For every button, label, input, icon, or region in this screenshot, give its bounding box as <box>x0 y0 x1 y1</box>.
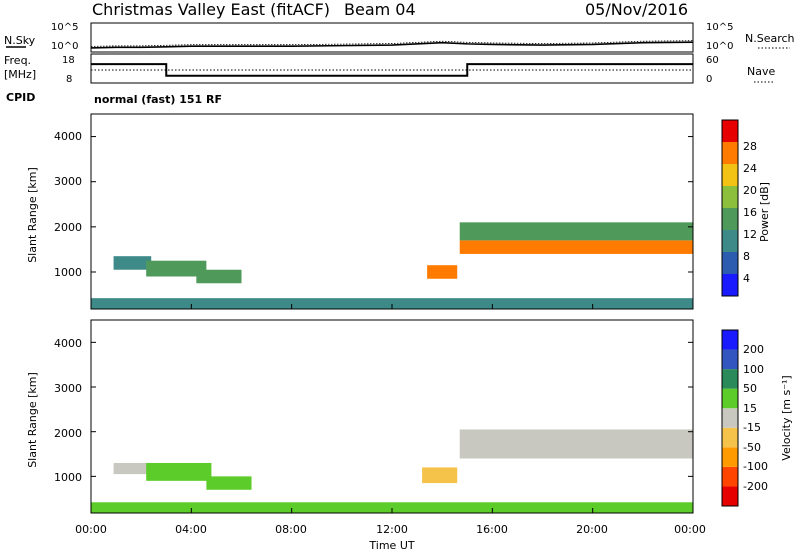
axis-tick-marks <box>90 136 694 513</box>
velocity-colorbar-label: Velocity [m s⁻¹] <box>780 375 793 460</box>
vel-cb-tick-m200: -200 <box>743 480 768 493</box>
power-colorbar-swatch-1 <box>722 252 738 274</box>
velocity-region-3 <box>422 467 458 484</box>
power-region-6 <box>91 298 693 309</box>
date-label: 05/Nov/2016 <box>585 0 688 19</box>
vel-cb-tick-m15: -15 <box>743 421 761 434</box>
velocity-colorbar-swatch-2 <box>722 447 738 467</box>
x-tick-1: 04:00 <box>175 523 207 536</box>
x-tick-3: 12:00 <box>376 523 408 536</box>
velocity-region-5 <box>91 502 693 513</box>
power-colorbar-frame <box>721 119 739 297</box>
noise-right-top-tick: 10^5 <box>706 22 733 33</box>
x-tick-6: 00:00 <box>674 523 706 536</box>
freq-right-top-tick: 60 <box>706 55 719 66</box>
station-title: Christmas Valley East (fitACF) <box>92 0 330 19</box>
power-y-tick-4000: 4000 <box>54 130 82 143</box>
velocity-colorbar-swatch-0 <box>722 486 738 506</box>
velocity-colorbar-swatch-8 <box>722 330 738 350</box>
power-cb-tick-28: 28 <box>743 140 757 153</box>
y-tick-labels: 1000 2000 3000 4000 1000 2000 3000 4000 <box>54 130 82 484</box>
freq-left-top-tick: 18 <box>62 55 75 66</box>
power-cb-tick-24: 24 <box>743 162 757 175</box>
power-cb-tick-20: 20 <box>743 184 757 197</box>
vel-cb-tick-m100: -100 <box>743 460 768 473</box>
power-heatmap <box>91 222 693 309</box>
freq-label: Freq. <box>4 54 31 67</box>
vel-cb-tick-15: 15 <box>743 402 757 415</box>
frequency-line <box>91 63 693 77</box>
power-y-label: Slant Range [km] <box>26 167 39 263</box>
velocity-region-0 <box>113 462 152 475</box>
power-region-0 <box>113 256 152 270</box>
cpid-label: CPID <box>6 91 35 104</box>
power-colorbar-label: Power [dB] <box>758 182 771 242</box>
power-y-tick-1000: 1000 <box>54 266 82 279</box>
freq-right-bottom-tick: 0 <box>706 74 712 85</box>
velocity-colorbar-swatch-6 <box>722 369 738 389</box>
power-colorbar-swatch-0 <box>722 274 738 296</box>
freq-unit-label: [MHz] <box>4 68 36 81</box>
power-colorbar-swatch-3 <box>722 208 738 230</box>
noise-line <box>90 41 694 49</box>
noise-left-bottom-tick: 10^0 <box>51 41 78 52</box>
power-colorbar-swatch-7 <box>722 120 738 142</box>
x-tick-5: 20:00 <box>576 523 608 536</box>
power-cb-tick-12: 12 <box>743 228 757 241</box>
power-cb-tick-8: 8 <box>743 250 750 263</box>
x-axis-label: Time UT <box>368 539 414 552</box>
freq-left-bottom-tick: 8 <box>66 74 72 85</box>
vel-cb-tick-m50: -50 <box>743 441 761 454</box>
power-cb-tick-4: 4 <box>743 272 750 285</box>
power-region-2 <box>196 269 242 284</box>
vel-cb-tick-50: 50 <box>743 382 757 395</box>
x-tick-0: 00:00 <box>75 523 107 536</box>
velocity-heatmap <box>91 429 693 513</box>
power-colorbar <box>722 120 738 296</box>
velocity-region-1 <box>146 462 212 481</box>
power-colorbar-swatch-5 <box>722 164 738 186</box>
x-tick-4: 16:00 <box>476 523 508 536</box>
power-region-1 <box>146 260 207 277</box>
noise-left-top-tick: 10^5 <box>51 22 78 33</box>
vel-cb-tick-200: 200 <box>743 343 764 356</box>
x-tick-2: 08:00 <box>275 523 307 536</box>
velocity-colorbar-swatch-5 <box>722 388 738 409</box>
velocity-colorbar-swatch-7 <box>722 349 738 370</box>
velocity-y-tick-1000: 1000 <box>54 471 82 484</box>
velocity-region-2 <box>206 476 252 490</box>
velocity-y-label: Slant Range [km] <box>26 372 39 468</box>
nsearch-label: N.Search <box>745 32 795 45</box>
power-region-5 <box>459 222 693 241</box>
noise-panel <box>90 22 694 53</box>
power-y-tick-3000: 3000 <box>54 175 82 188</box>
noise-right-bottom-tick: 10^0 <box>706 41 733 52</box>
beam-label: Beam 04 <box>344 0 416 19</box>
velocity-region-4 <box>459 429 693 459</box>
power-colorbar-swatch-4 <box>722 186 738 208</box>
nave-label: Nave <box>747 65 775 78</box>
power-y-tick-2000: 2000 <box>54 221 82 234</box>
cpid-text: normal (fast) 151 RF <box>94 93 222 106</box>
velocity-y-tick-4000: 4000 <box>54 337 82 350</box>
power-region-3 <box>427 265 458 279</box>
power-cb-tick-16: 16 <box>743 206 757 219</box>
nsky-label: N.Sky <box>4 34 36 47</box>
velocity-colorbar-swatch-4 <box>722 408 738 428</box>
frequency-panel <box>90 53 694 84</box>
velocity-y-tick-2000: 2000 <box>54 427 82 440</box>
power-colorbar-swatch-6 <box>722 142 738 164</box>
velocity-colorbar-swatch-1 <box>722 466 738 487</box>
velocity-y-tick-3000: 3000 <box>54 382 82 395</box>
power-panel-frame <box>90 113 694 310</box>
velocity-colorbar-swatch-3 <box>722 427 738 448</box>
velocity-colorbar-frame <box>721 329 739 507</box>
power-region-4 <box>459 240 693 254</box>
power-colorbar-swatch-2 <box>722 230 738 252</box>
velocity-colorbar <box>722 330 738 506</box>
velocity-panel-frame <box>90 319 694 514</box>
vel-cb-tick-100: 100 <box>743 363 764 376</box>
